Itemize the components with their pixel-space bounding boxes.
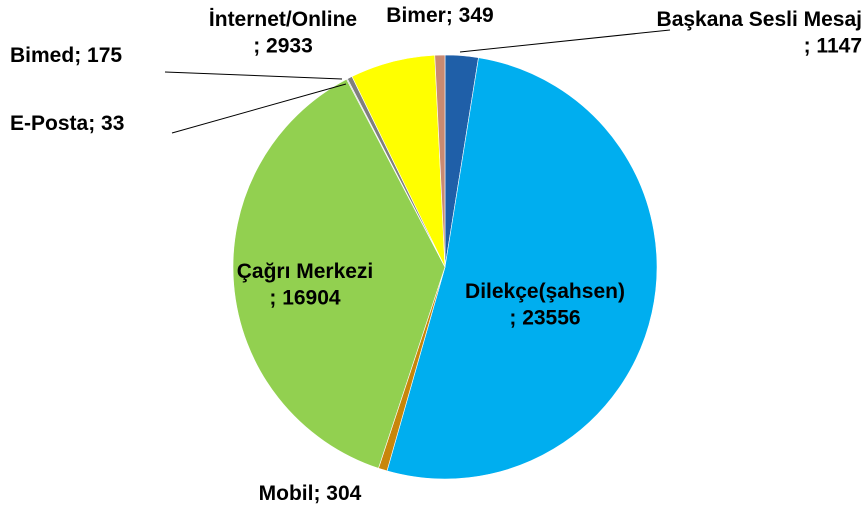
slice-label: E-Posta; 33: [10, 112, 124, 135]
slice-value: ; 349: [446, 4, 494, 27]
pie-slice: [232, 78, 446, 469]
slice-name: Çağrı Merkezi: [237, 260, 374, 283]
slice-label: Mobil; 304: [259, 482, 362, 505]
slice-value: ; 1147: [804, 34, 862, 57]
leader-line: [459, 29, 671, 53]
slice-label: İnternet/Online ; 2933: [209, 8, 357, 57]
slice-value: ; 2933: [253, 34, 313, 57]
slice-value: ; 33: [88, 112, 124, 135]
slice-name: Bimed: [10, 44, 74, 67]
slice-value: ; 16904: [269, 286, 341, 309]
slice-label: Başkana Sesli Mesaj ; 1147: [657, 8, 862, 57]
slice-name: E-Posta: [10, 112, 89, 135]
slice-name: İnternet/Online: [209, 8, 357, 31]
leader-line: [171, 83, 347, 134]
slice-name: Mobil: [259, 482, 314, 505]
slice-value: ; 23556: [509, 306, 580, 329]
slice-label: Bimed; 175: [10, 44, 122, 67]
slice-label: Dilekçe(şahsen) ; 23556: [465, 280, 625, 329]
slice-name: Dilekçe(şahsen): [465, 280, 625, 303]
pie-slice: [386, 57, 658, 480]
slice-label: Çağrı Merkezi ; 16904: [237, 260, 374, 309]
slice-label: Bimer; 349: [386, 4, 493, 27]
slice-value: ; 175: [74, 44, 122, 67]
slice-value: ; 304: [313, 482, 361, 505]
pie-slice: [434, 54, 446, 268]
leader-line: [164, 71, 343, 80]
slice-name: Başkana Sesli Mesaj: [657, 8, 862, 31]
slice-name: Bimer: [386, 4, 446, 27]
